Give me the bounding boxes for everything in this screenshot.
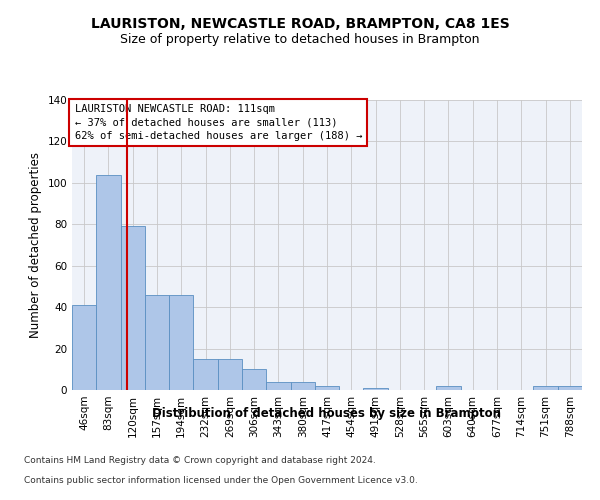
Bar: [242, 370, 266, 390]
Bar: [193, 359, 218, 390]
Bar: [121, 226, 145, 390]
Y-axis label: Number of detached properties: Number of detached properties: [29, 152, 42, 338]
Bar: [266, 382, 290, 390]
Bar: [72, 305, 96, 390]
Bar: [290, 382, 315, 390]
Bar: [533, 386, 558, 390]
Bar: [315, 386, 339, 390]
Bar: [436, 386, 461, 390]
Text: Distribution of detached houses by size in Brampton: Distribution of detached houses by size …: [152, 408, 502, 420]
Bar: [145, 294, 169, 390]
Bar: [169, 294, 193, 390]
Bar: [558, 386, 582, 390]
Bar: [364, 388, 388, 390]
Text: Contains HM Land Registry data © Crown copyright and database right 2024.: Contains HM Land Registry data © Crown c…: [24, 456, 376, 465]
Text: Size of property relative to detached houses in Brampton: Size of property relative to detached ho…: [120, 32, 480, 46]
Bar: [96, 174, 121, 390]
Bar: [218, 359, 242, 390]
Text: LAURISTON, NEWCASTLE ROAD, BRAMPTON, CA8 1ES: LAURISTON, NEWCASTLE ROAD, BRAMPTON, CA8…: [91, 18, 509, 32]
Text: Contains public sector information licensed under the Open Government Licence v3: Contains public sector information licen…: [24, 476, 418, 485]
Text: LAURISTON NEWCASTLE ROAD: 111sqm
← 37% of detached houses are smaller (113)
62% : LAURISTON NEWCASTLE ROAD: 111sqm ← 37% o…: [74, 104, 362, 141]
